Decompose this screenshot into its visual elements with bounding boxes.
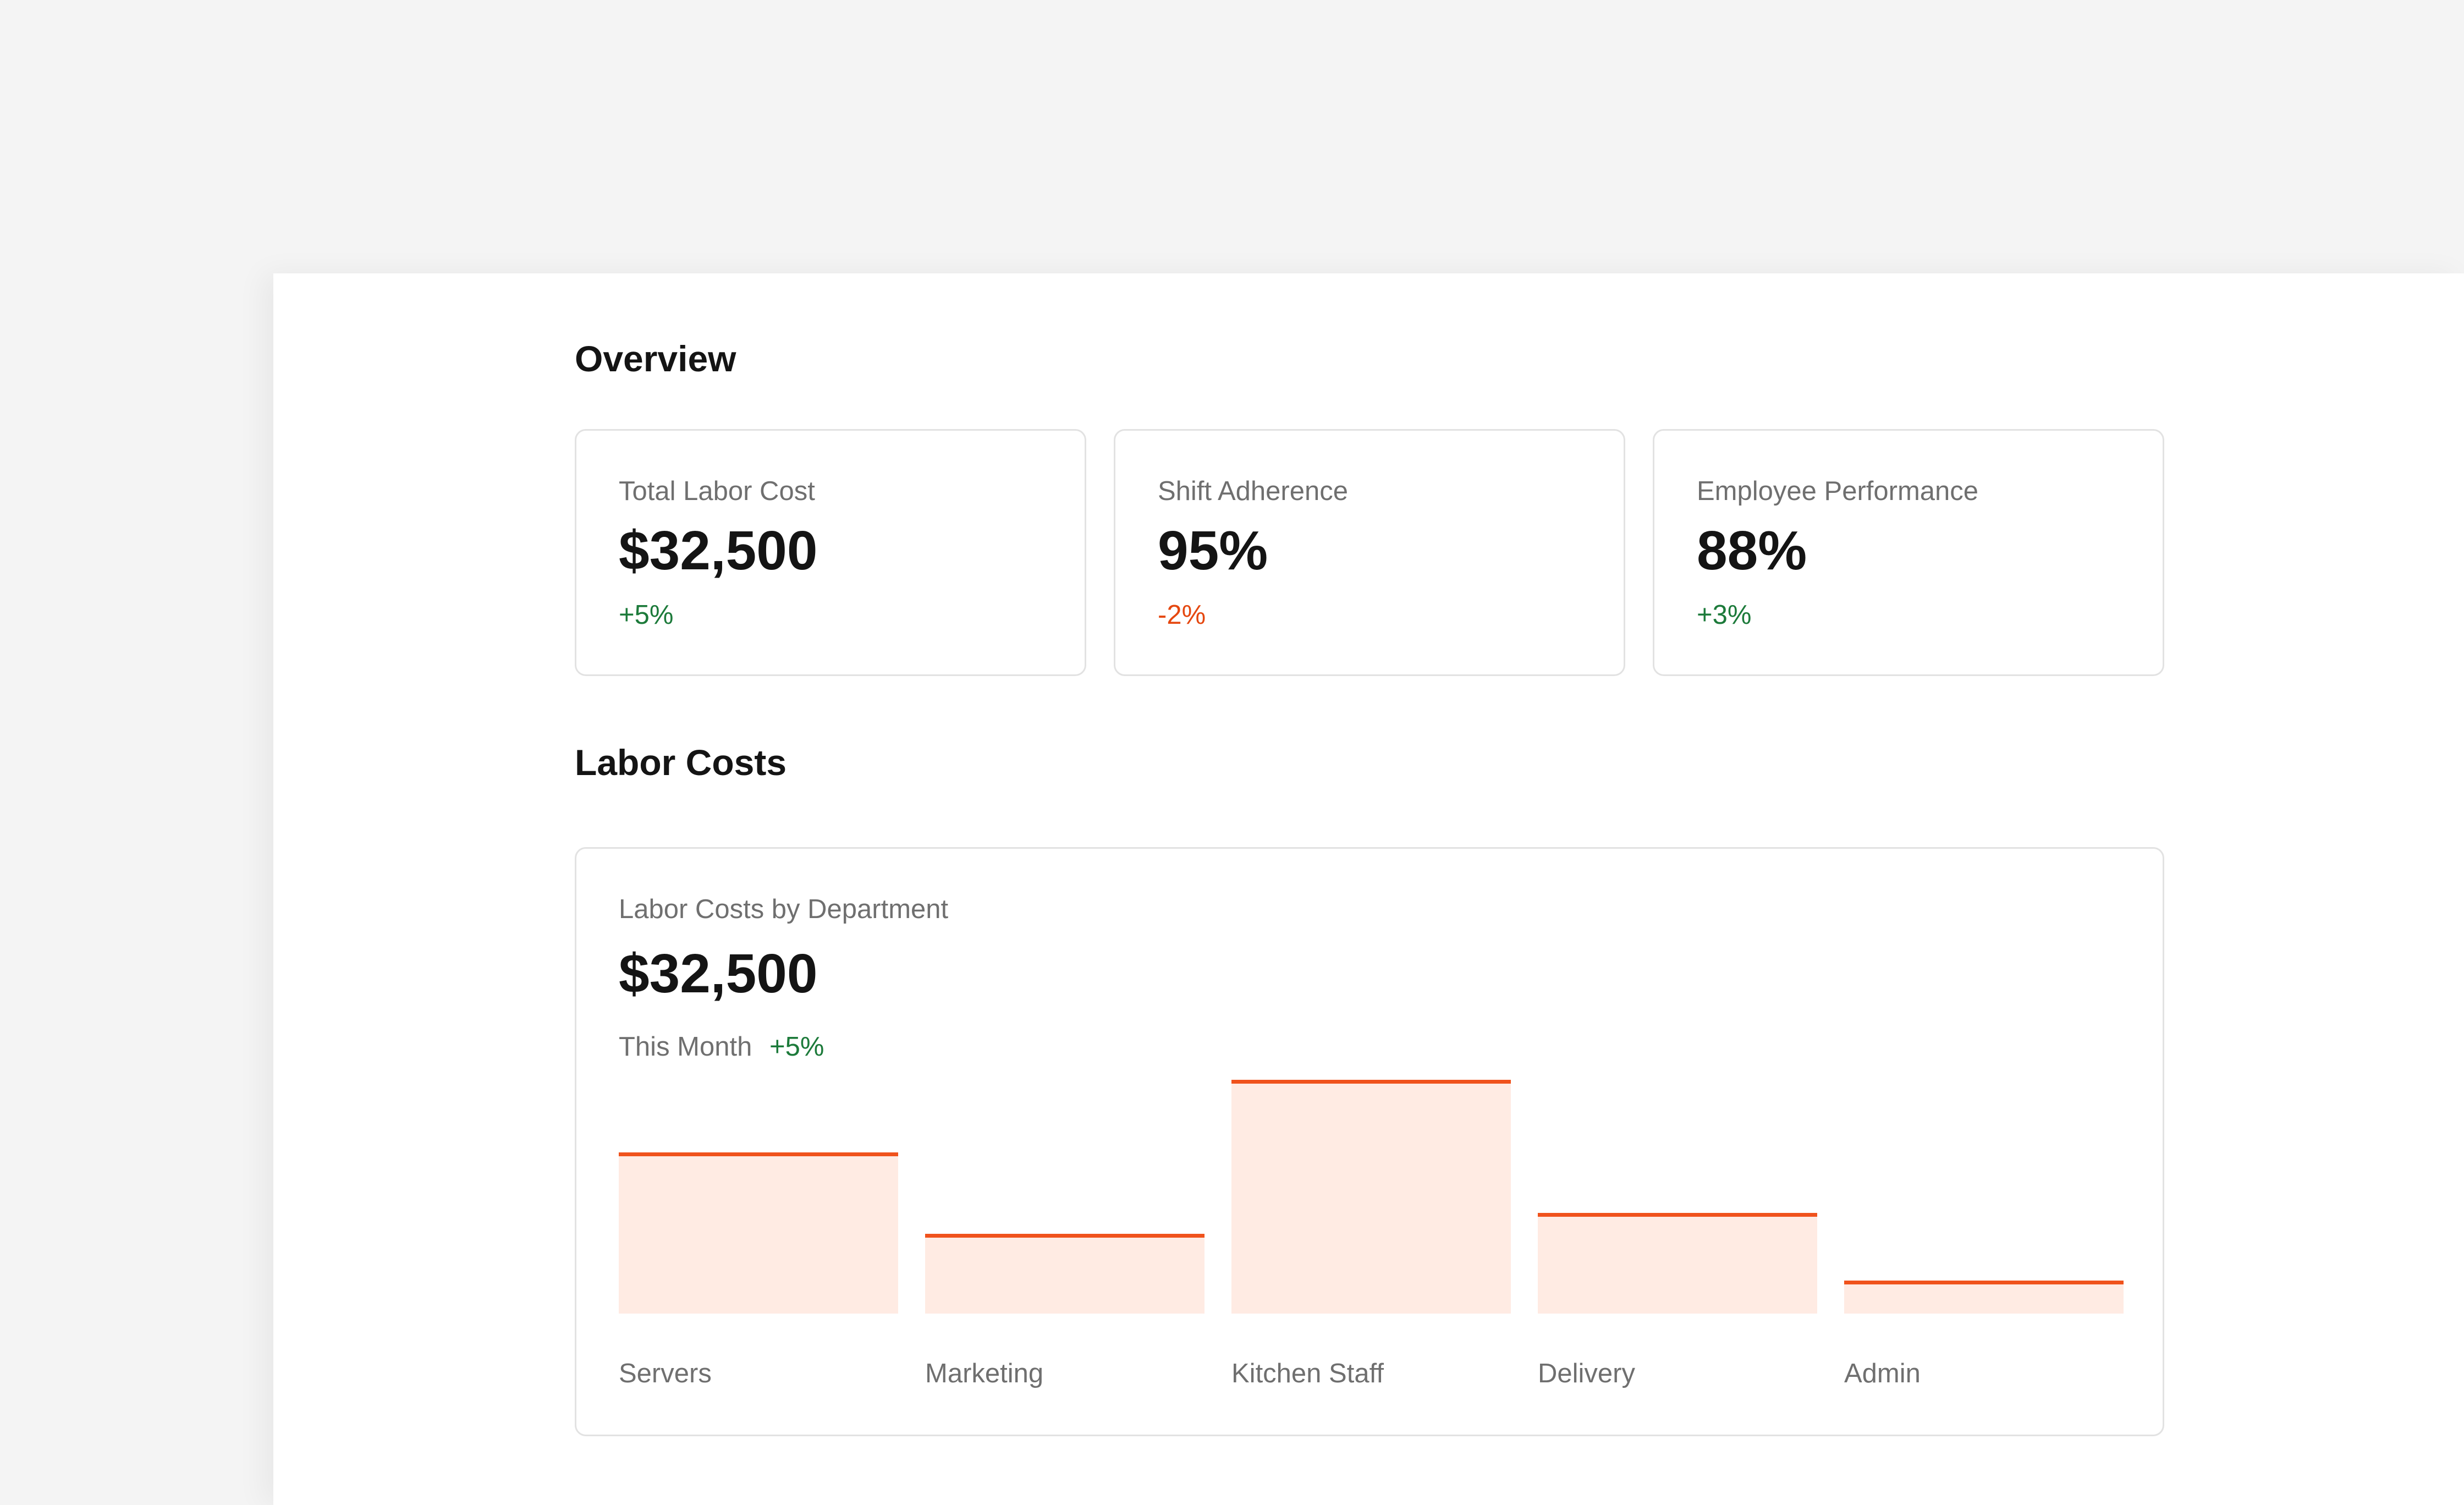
category-label: Admin <box>1844 1359 1921 1388</box>
category-label: Marketing <box>925 1359 1044 1388</box>
stat-card-total-labor-cost[interactable]: Total Labor Cost $32,500 +5% <box>575 429 1086 676</box>
bar-delivery[interactable] <box>1538 1213 1817 1314</box>
stat-label: Employee Performance <box>1697 476 1979 506</box>
bar-kitchen-staff[interactable] <box>1231 1080 1511 1314</box>
chart-period-delta: +5% <box>769 1032 824 1062</box>
stat-delta: +3% <box>1697 600 1752 630</box>
bar-admin[interactable] <box>1844 1281 2124 1314</box>
stat-value: 88% <box>1697 520 1807 581</box>
stat-delta: -2% <box>1158 600 1206 630</box>
bar-servers[interactable] <box>619 1152 898 1314</box>
stat-value: 95% <box>1158 520 1268 581</box>
category-label: Kitchen Staff <box>1231 1359 1384 1388</box>
overview-title: Overview <box>575 338 736 379</box>
stat-card-employee-performance[interactable]: Employee Performance 88% +3% <box>1653 429 2164 676</box>
chart-period-label: This Month <box>619 1032 752 1062</box>
chart-card-label: Labor Costs by Department <box>619 894 949 924</box>
category-label: Servers <box>619 1359 712 1388</box>
main-panel: Overview Total Labor Cost $32,500 +5% Sh… <box>273 273 2464 1505</box>
bar-marketing[interactable] <box>925 1234 1204 1314</box>
labor-costs-chart-card: Labor Costs by Department $32,500 This M… <box>575 847 2164 1436</box>
labor-costs-title: Labor Costs <box>575 742 787 783</box>
stat-delta: +5% <box>619 600 674 630</box>
stat-label: Total Labor Cost <box>619 476 815 506</box>
stat-label: Shift Adherence <box>1158 476 1348 506</box>
stat-card-shift-adherence[interactable]: Shift Adherence 95% -2% <box>1114 429 1625 676</box>
category-label: Delivery <box>1538 1359 1635 1388</box>
bar-chart <box>619 1080 2124 1314</box>
stat-value: $32,500 <box>619 520 818 581</box>
chart-total-value: $32,500 <box>619 943 818 1004</box>
